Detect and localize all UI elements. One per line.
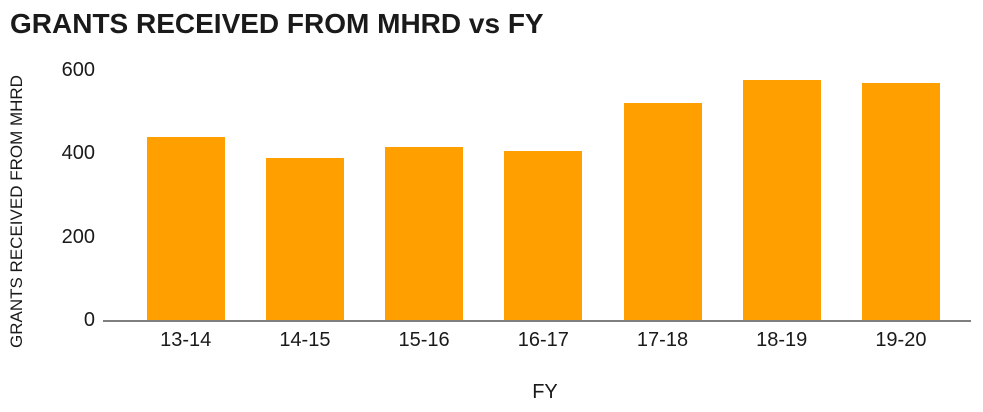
y-tick-label: 600 — [61, 59, 95, 81]
x-tick-label: 19-20 — [875, 329, 927, 351]
x-tick-label: 14-15 — [279, 329, 331, 351]
bar — [861, 82, 940, 320]
bar — [623, 103, 702, 320]
x-tick-label: 18-19 — [756, 329, 808, 351]
plot-area: 0 200 400 600 13-14 14-15 15-16 16-17 17-18 18-1… — [62, 60, 971, 350]
x-axis-title: FY — [532, 381, 558, 403]
x-tick-label: 15-16 — [398, 329, 450, 351]
bar — [504, 151, 583, 320]
x-tick-label: 16-17 — [517, 329, 569, 351]
y-tick-label: 0 — [83, 309, 95, 331]
chart-title: GRANTS RECEIVED FROM MHRD vs FY — [10, 8, 544, 39]
bar — [146, 136, 225, 320]
bar — [742, 80, 821, 320]
y-tick-label: 400 — [61, 142, 95, 165]
x-tick-label: 17-18 — [636, 329, 689, 351]
bar — [265, 157, 344, 320]
x-tick-label: 13-14 — [160, 329, 212, 351]
y-axis-title: GRANTS RECEIVED FROM MHRD — [7, 75, 26, 349]
bar — [385, 147, 464, 320]
y-tick-label: 200 — [61, 225, 95, 248]
